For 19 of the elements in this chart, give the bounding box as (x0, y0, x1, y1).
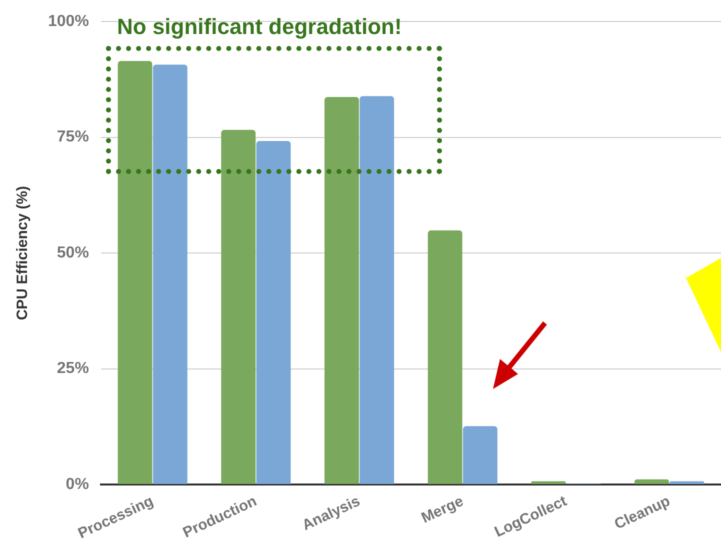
y-axis-title: CPU Efficiency (%) (14, 186, 32, 320)
bar (462, 426, 498, 484)
bar (324, 97, 359, 484)
annotation: No significant degradation! (117, 14, 402, 39)
x-tick-label: Merge (418, 492, 466, 527)
bar (118, 60, 152, 484)
bar (428, 230, 462, 484)
bar (531, 481, 566, 484)
bar (634, 479, 669, 484)
y-tick-label: 100% (48, 13, 89, 30)
bar (360, 96, 394, 484)
y-tick-label: 50% (56, 244, 89, 262)
y-tick-label: 75% (56, 128, 89, 146)
y-tick-label: 0% (66, 476, 89, 493)
bar (256, 141, 291, 484)
y-tick-label: 25% (56, 360, 89, 378)
bar (670, 481, 704, 484)
bar (221, 130, 256, 484)
bar (152, 64, 188, 484)
